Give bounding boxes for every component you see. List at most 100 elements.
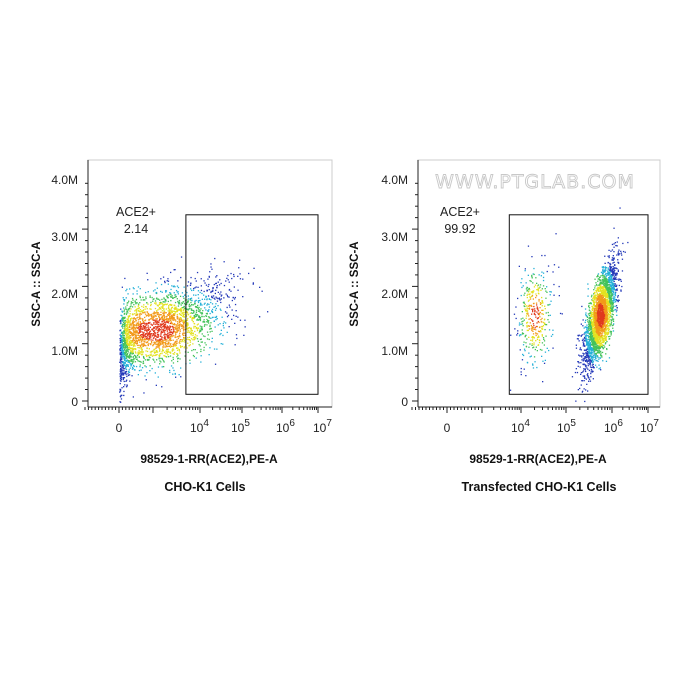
event-point [164,312,166,314]
gate-ace2-left[interactable] [185,214,319,395]
event-point [163,331,166,333]
event-point [612,288,614,290]
event-point [608,344,611,346]
event-point [147,325,149,327]
event-point [174,306,176,309]
event-point [122,340,124,342]
event-point [188,305,190,307]
event-point [156,345,158,347]
event-point [596,327,598,329]
event-point [602,341,605,343]
event-point [128,361,131,363]
event-point [173,285,175,287]
event-point [599,306,602,309]
event-point [599,294,601,296]
event-point [584,358,586,360]
event-point [195,294,197,296]
event-point [585,360,588,362]
event-point [204,307,206,309]
event-point [161,352,163,355]
event-point [203,349,205,351]
event-point [135,338,137,340]
event-point [119,379,122,381]
event-point [135,356,137,358]
event-point [620,280,622,282]
event-point [228,281,230,283]
event-point [219,323,221,325]
event-point [176,340,178,342]
event-point [602,271,604,273]
event-point [607,273,609,276]
event-point [123,353,125,355]
event-point [595,346,597,349]
event-point [595,353,597,355]
event-point [159,329,161,331]
event-point [616,245,618,247]
event-point [127,371,130,373]
event-point [194,330,196,333]
event-point [142,310,144,312]
event-point [179,340,181,342]
event-point [121,286,123,288]
event-point [181,324,183,326]
event-point [124,372,127,374]
event-point [123,355,125,357]
event-point [605,360,608,362]
event-point [187,295,189,297]
event-point [590,349,593,351]
event-point [191,349,193,352]
event-point [617,270,619,272]
event-point [594,345,596,347]
event-point [588,359,590,361]
event-point [611,249,614,251]
event-point [162,301,164,303]
event-point [194,316,196,318]
event-point [595,308,597,310]
event-point [122,333,124,335]
event-point [609,272,611,274]
event-point [606,283,608,285]
event-point [169,346,172,348]
event-point [600,327,602,330]
event-point [198,316,200,318]
event-point [597,302,599,304]
event-point [216,275,218,277]
event-point [615,299,617,301]
event-point [230,272,232,275]
event-point [157,340,159,342]
event-point [590,369,593,371]
event-point [120,336,123,338]
event-point [237,316,239,318]
event-point [137,305,139,307]
event-point [615,311,618,313]
event-point [142,328,144,330]
event-point [195,306,197,308]
event-point [121,338,123,340]
event-point [608,318,610,320]
event-point [172,362,175,364]
event-point [146,372,148,374]
event-point [165,345,167,347]
event-point [219,293,221,295]
event-point [155,303,157,305]
event-point [137,351,139,353]
event-point [209,271,211,273]
event-point [155,338,157,340]
event-point [145,345,147,347]
event-point [155,354,157,356]
event-point [164,355,166,357]
event-point [600,301,602,303]
event-point [165,327,167,329]
event-point [187,301,189,303]
event-point [144,323,146,325]
event-point [593,321,595,323]
event-point [599,298,601,300]
event-point [586,367,588,369]
x-tick-label-left-0: 0 [116,421,123,435]
event-point [189,330,191,332]
event-point [597,344,599,347]
event-point [581,391,583,393]
event-point [163,366,165,368]
event-point [138,336,140,339]
